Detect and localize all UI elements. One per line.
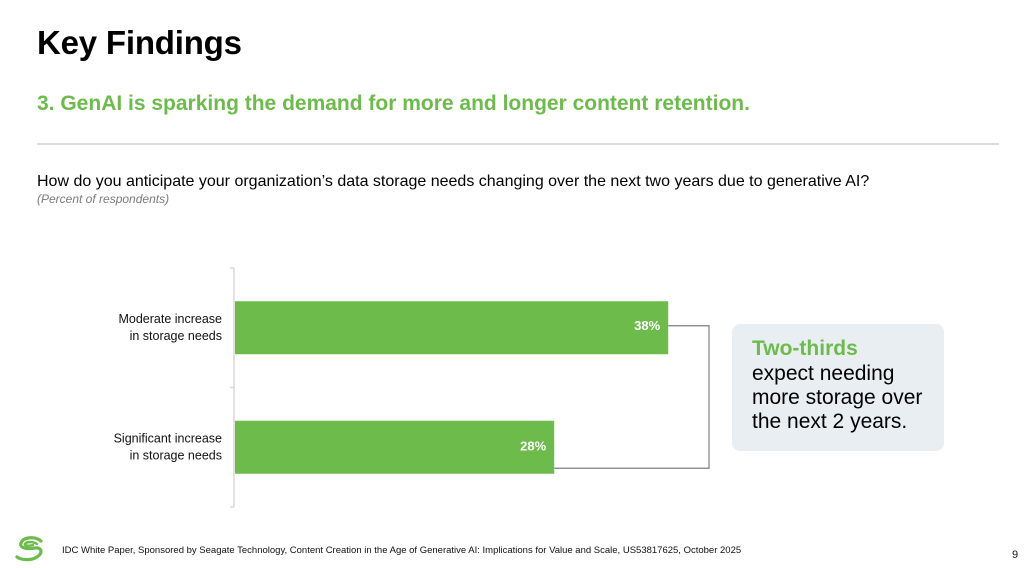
page-number: 9: [1012, 549, 1019, 561]
survey-question: How do you anticipate your organization’…: [37, 173, 870, 190]
question-note: (Percent of respondents): [37, 192, 170, 206]
category-label: in storage needs: [130, 449, 222, 463]
slide-title: Key Findings: [37, 24, 242, 61]
bar-value-label: 38%: [634, 318, 660, 333]
bar-0: [235, 301, 669, 355]
category-label: in storage needs: [130, 329, 222, 343]
chart-axis: [230, 267, 235, 508]
category-label: Significant increase: [114, 432, 222, 446]
callout-headline: Two-thirds: [752, 337, 858, 360]
bar-1: [235, 420, 555, 474]
chart-bracket: [554, 325, 710, 469]
chart-bars: 38% Moderate increase in storage needs 28% S…: [114, 301, 669, 474]
callout-box: Two-thirds expect needing more storage o…: [732, 324, 944, 451]
footer-citation: IDC White Paper, Sponsored by Seagate Te…: [62, 545, 742, 556]
divider-rule: [37, 143, 999, 145]
bar-value-label: 28%: [520, 439, 546, 454]
callout-body: expect needing more storage over the nex…: [752, 362, 923, 433]
category-label: Moderate increase: [118, 312, 222, 326]
slide-subtitle: 3. GenAI is sparking the demand for more…: [37, 92, 750, 115]
seagate-logo-icon: [15, 536, 43, 562]
bracket-line: [554, 325, 710, 469]
